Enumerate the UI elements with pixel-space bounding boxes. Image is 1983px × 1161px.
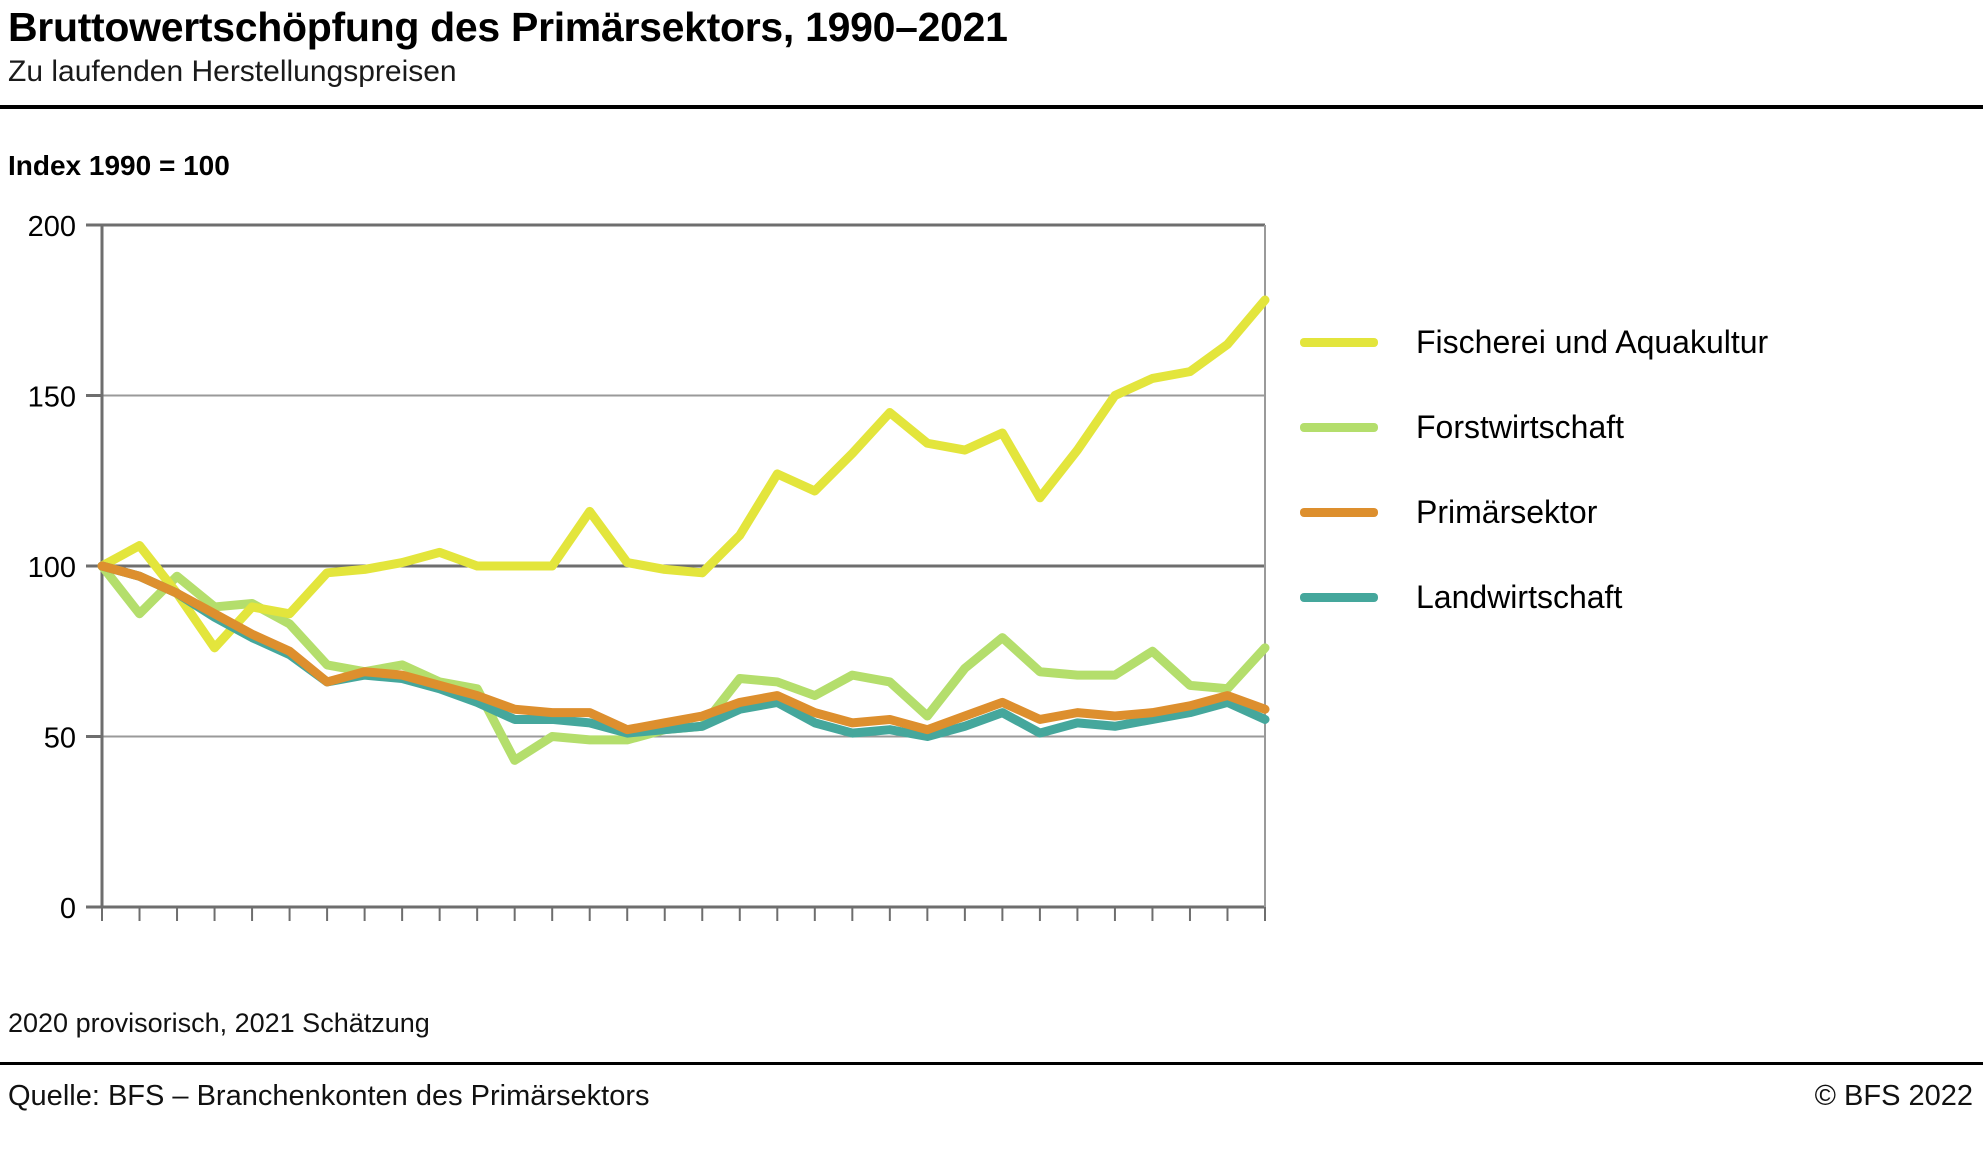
legend-item-label: Landwirtschaft: [1416, 579, 1623, 615]
page-title: Bruttowertschöpfung des Primärsektors, 1…: [8, 4, 1008, 50]
axis-unit-label: Index 1990 = 100: [8, 150, 230, 181]
chart-legend: Fischerei und Aquakultur Forstwirtschaft…: [1300, 300, 1970, 640]
page-subtitle: Zu laufenden Herstellungspreisen: [8, 55, 457, 88]
copyright-text: © BFS 2022: [1814, 1080, 1973, 1112]
legend-item-1[interactable]: Forstwirtschaft: [1300, 385, 1970, 470]
y-tick-label: 200: [28, 211, 76, 243]
y-tick-label: 0: [60, 893, 76, 925]
legend-swatch-icon: [1300, 423, 1378, 432]
source-text: Quelle: BFS – Branchenkonten des Primärs…: [8, 1080, 650, 1112]
legend-item-2[interactable]: Primärsektor: [1300, 470, 1970, 555]
chart-note: 2020 provisorisch, 2021 Schätzung: [8, 1008, 430, 1038]
y-tick-label: 100: [28, 552, 76, 584]
series-line: [97, 561, 1270, 735]
legend-item-label: Forstwirtschaft: [1416, 409, 1625, 445]
y-tick-label: 150: [28, 382, 76, 414]
chart-area: 0501001502001990199520002005201020152021: [0, 195, 1983, 935]
y-tick-label: 50: [44, 723, 76, 755]
footer-divider: [0, 1062, 1983, 1065]
legend-swatch-icon: [1300, 338, 1378, 347]
legend-swatch-icon: [1300, 593, 1378, 602]
legend-item-label: Primärsektor: [1416, 494, 1598, 530]
legend-item-label: Fischerei und Aquakultur: [1416, 324, 1769, 360]
series-line: [97, 295, 1270, 653]
line-chart: 0501001502001990199520002005201020152021: [28, 211, 1270, 925]
legend-item-0[interactable]: Fischerei und Aquakultur: [1300, 300, 1970, 385]
legend-item-3[interactable]: Landwirtschaft: [1300, 555, 1970, 640]
header-divider: [0, 105, 1983, 109]
legend-swatch-icon: [1300, 508, 1378, 517]
